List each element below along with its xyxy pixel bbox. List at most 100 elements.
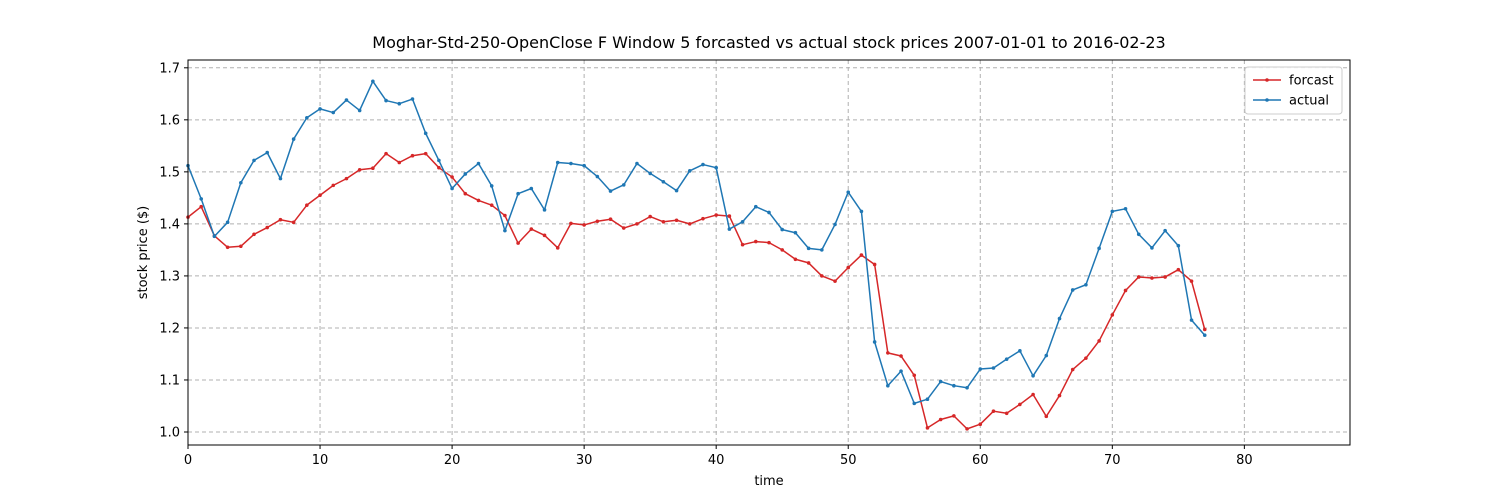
data-point-forcast — [991, 409, 996, 413]
data-point-actual — [331, 110, 336, 115]
data-point-actual — [872, 340, 877, 344]
data-point-forcast — [305, 203, 309, 207]
data-point-forcast — [714, 213, 718, 217]
data-point-actual — [899, 369, 903, 373]
data-point-actual — [1044, 353, 1049, 358]
data-point-actual — [529, 186, 534, 191]
data-point-forcast — [225, 245, 230, 250]
x-tick-label: 10 — [312, 453, 329, 468]
data-point-actual — [278, 176, 283, 181]
data-point-actual — [859, 209, 864, 214]
data-point-forcast — [595, 219, 600, 224]
data-point-actual — [212, 234, 217, 239]
data-point-forcast — [265, 225, 270, 230]
legend-box — [1244, 66, 1343, 115]
x-tick-label: 60 — [972, 453, 989, 468]
data-point-actual — [793, 230, 798, 235]
data-point-actual — [740, 220, 745, 224]
data-point-forcast — [912, 373, 917, 378]
data-point-forcast — [252, 232, 256, 237]
data-point-actual — [318, 107, 322, 111]
data-point-actual — [886, 383, 890, 388]
x-axis-label: time — [754, 474, 783, 489]
data-point-actual — [371, 79, 375, 84]
ticks: 0 10 20 30 40 50 60 70 80 1.0 1.1 1.2 1.3 1.4 1.5 1.6 1.… — [159, 61, 1252, 468]
data-point-forcast — [1044, 414, 1049, 419]
data-point-forcast — [199, 204, 204, 209]
data-point-forcast — [952, 414, 956, 418]
data-point-forcast — [965, 427, 969, 431]
y-tick-label: 1.3 — [159, 269, 180, 284]
data-point-actual — [833, 222, 837, 227]
x-tick-label: 20 — [444, 453, 461, 468]
data-point-forcast — [1110, 313, 1115, 317]
data-point-forcast — [846, 265, 851, 270]
data-point-forcast — [529, 227, 534, 231]
data-point-actual — [1176, 243, 1181, 248]
data-point-actual — [476, 161, 481, 166]
series-forcast — [186, 151, 1207, 431]
data-point-actual — [542, 208, 547, 212]
data-point-actual — [225, 220, 230, 225]
data-point-forcast — [582, 223, 586, 227]
data-point-forcast — [463, 191, 468, 196]
data-point-actual — [687, 169, 692, 173]
data-point-forcast — [371, 166, 375, 171]
legend-marker-actual — [1265, 98, 1269, 102]
data-point-actual — [1150, 246, 1154, 250]
legend-label-forcast: forcast — [1289, 74, 1334, 89]
data-point-forcast — [780, 248, 785, 252]
data-point-forcast — [820, 274, 824, 278]
data-point-forcast — [1163, 275, 1167, 279]
data-point-forcast — [410, 153, 415, 158]
data-point-actual — [701, 162, 705, 167]
y-tick-label: 1.6 — [159, 113, 180, 128]
data-point-actual — [621, 183, 626, 187]
data-point-actual — [978, 367, 983, 371]
data-point-actual — [199, 197, 204, 201]
data-point-actual — [1136, 232, 1141, 237]
data-point-actual — [291, 137, 296, 141]
data-point-forcast — [1123, 288, 1128, 293]
y-axis-label: stock price ($) — [136, 206, 151, 300]
data-point-forcast — [239, 244, 243, 249]
data-point-forcast — [278, 217, 283, 222]
data-point-actual — [991, 366, 996, 370]
y-tick-label: 1.0 — [159, 425, 180, 440]
series-actual — [186, 79, 1207, 406]
legend: forcast actual — [1244, 66, 1343, 115]
data-point-actual — [1031, 374, 1035, 378]
data-point-forcast — [1070, 367, 1075, 372]
x-tick-label: 40 — [708, 453, 725, 468]
x-tick-label: 70 — [1104, 453, 1121, 468]
data-point-forcast — [1176, 267, 1181, 272]
data-point-forcast — [489, 203, 494, 207]
data-point-actual — [965, 385, 969, 390]
data-point-actual — [1004, 357, 1009, 361]
data-point-actual — [582, 163, 586, 168]
data-point-actual — [450, 186, 454, 191]
data-point-actual — [569, 161, 573, 166]
data-point-forcast — [701, 216, 705, 221]
data-point-actual — [463, 172, 468, 176]
legend-label-actual: actual — [1289, 94, 1329, 109]
data-point-forcast — [1057, 393, 1062, 398]
data-point-actual — [357, 108, 362, 113]
data-point-forcast — [635, 222, 639, 226]
plot-frame — [187, 59, 1351, 446]
data-point-forcast — [925, 426, 930, 430]
data-point-forcast — [872, 262, 877, 267]
data-point-forcast — [503, 213, 507, 218]
data-point-forcast — [648, 214, 652, 219]
data-point-forcast — [806, 261, 811, 265]
data-point-actual — [397, 101, 402, 106]
data-point-actual — [305, 115, 309, 120]
data-point-forcast — [291, 220, 296, 225]
data-point-forcast — [859, 253, 864, 257]
data-point-forcast — [1097, 339, 1101, 343]
y-tick-label: 1.2 — [159, 321, 180, 336]
data-point-forcast — [938, 417, 943, 422]
data-point-actual — [252, 158, 256, 163]
data-point-forcast — [1150, 276, 1154, 280]
